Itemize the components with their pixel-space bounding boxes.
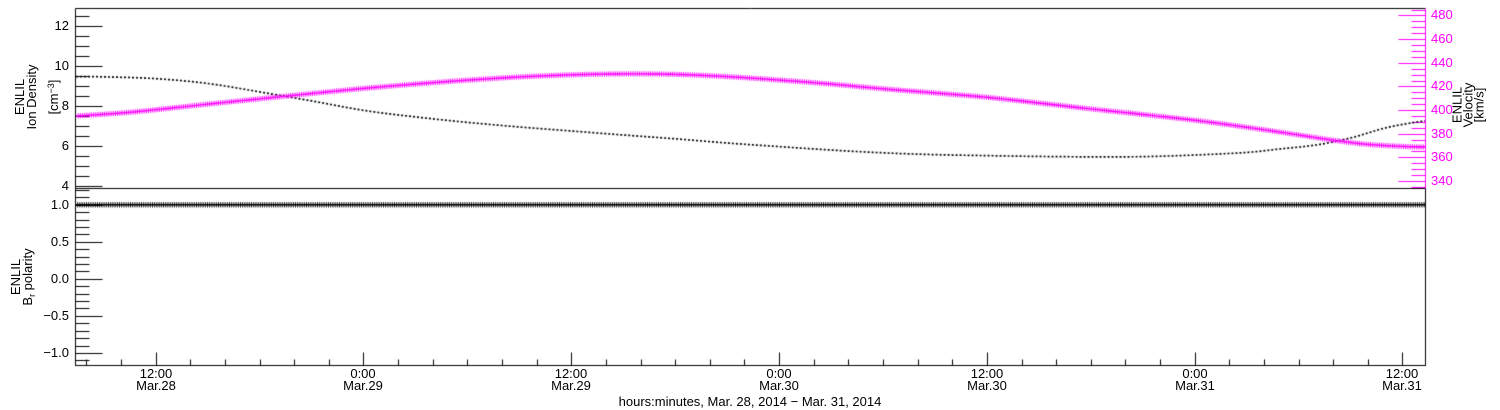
velocity-tick-label: 440 (1431, 55, 1453, 70)
density-tick-label: 4 (61, 178, 69, 193)
axis-title-unit: [cm−3] (45, 64, 61, 129)
unit-superscript: −3 (46, 83, 56, 94)
density-tick-label: 6 (61, 138, 69, 153)
polarity-tick-label: −1.0 (43, 345, 69, 360)
x-axis-title: hours:minutes, Mar. 28, 2014 − Mar. 31, … (618, 394, 882, 409)
velocity-tick-label: 340 (1431, 173, 1453, 188)
time-tick-label: 0:00 Mar.31 (1175, 366, 1215, 393)
axis-title-line: [km/s] (1471, 87, 1487, 123)
density-tick-label: 12 (54, 18, 69, 33)
time-tick-label: 0:00 Mar.29 (343, 366, 383, 393)
velocity-tick-label: 480 (1431, 7, 1453, 22)
velocity-tick-label: 360 (1431, 149, 1453, 164)
polarity-tick-label: 1.0 (50, 197, 69, 212)
velocity-tick-label: 460 (1431, 31, 1453, 46)
time-tick-label: 12:00 Mar.30 (967, 366, 1007, 393)
time-tick-label: 12:00 Mar.31 (1382, 366, 1422, 393)
velocity-tick-label: 400 (1431, 102, 1453, 117)
density-axis-title: ENLIL Ion Density [cm−3] (12, 64, 61, 130)
b-field-subscript: r (27, 293, 37, 297)
velocity-axis-title: ENLIL Velocity [km/s] (1450, 83, 1487, 128)
density-tick-label: 10 (54, 58, 69, 73)
unit-suffix: ] (46, 79, 61, 84)
polarity-tick-label: 0.5 (50, 234, 69, 249)
velocity-tick-label: 380 (1431, 126, 1453, 141)
time-tick-label: 12:00 Mar.29 (551, 366, 591, 393)
polarity-tick-label: 0.0 (50, 271, 69, 286)
b-field-symbol: B (20, 296, 35, 306)
time-tick-label: 0:00 Mar.30 (759, 366, 799, 393)
density-tick-label: 8 (61, 98, 69, 113)
time-tick-label: 12:00 Mar.28 (136, 366, 176, 393)
velocity-tick-label: 420 (1431, 78, 1453, 93)
polarity-tick-label: −0.5 (43, 308, 69, 323)
axis-title-line: Ion Density (24, 64, 39, 130)
